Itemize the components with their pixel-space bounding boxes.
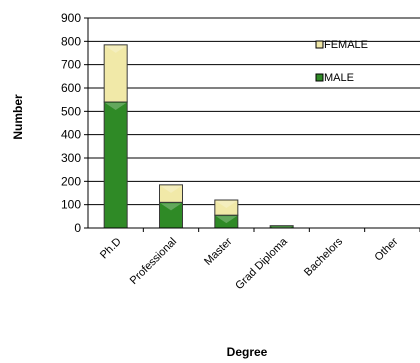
y-tick-label: 700: [61, 58, 81, 72]
bar-segment-female: [214, 199, 239, 216]
legend-swatch-female: [315, 40, 324, 49]
bars: [103, 44, 294, 234]
x-tick-label: Other: [373, 235, 401, 263]
x-tick-label: Bachelors: [302, 235, 345, 278]
x-tick-label: Professional: [128, 236, 179, 287]
y-tick-label: 600: [61, 81, 81, 95]
bar-segment-bevel: [105, 45, 127, 53]
bar-segment-male: [103, 101, 128, 229]
x-axis-label: Degree: [227, 345, 268, 359]
y-axis-label: Number: [11, 94, 25, 140]
y-tick-label: 800: [61, 34, 81, 48]
bar-segment-bevel: [215, 216, 237, 224]
y-tick-label: 400: [61, 128, 81, 142]
x-tick-label: Master: [202, 235, 234, 267]
bar-segment-female: [159, 184, 183, 203]
legend-swatch-male: [315, 73, 324, 82]
y-tick-label: 300: [61, 151, 81, 165]
legend: FEMALE MALE: [315, 39, 368, 84]
y-tick-label: 0: [74, 221, 81, 235]
legend-label-male: MALE: [324, 72, 354, 84]
bar-segment-bevel: [160, 203, 182, 211]
bar-segment-bevel: [105, 103, 127, 110]
y-tick-label: 900: [61, 11, 81, 25]
x-tick-label: Grad Diploma: [233, 235, 290, 292]
y-tick-label: 100: [61, 198, 81, 212]
bar-segment-bevel: [160, 185, 182, 193]
y-tick-label: 200: [61, 174, 81, 188]
x-tick-label: Ph.D: [98, 236, 124, 262]
y-tick-label: 500: [61, 104, 81, 118]
y-axis: 0 100 200 300 400 500 600 700 800 900: [61, 11, 89, 235]
bar-segment-bevel: [215, 201, 237, 208]
gridlines: [88, 17, 420, 206]
legend-label-female: FEMALE: [324, 39, 368, 51]
bar-segment-female: [103, 44, 128, 103]
